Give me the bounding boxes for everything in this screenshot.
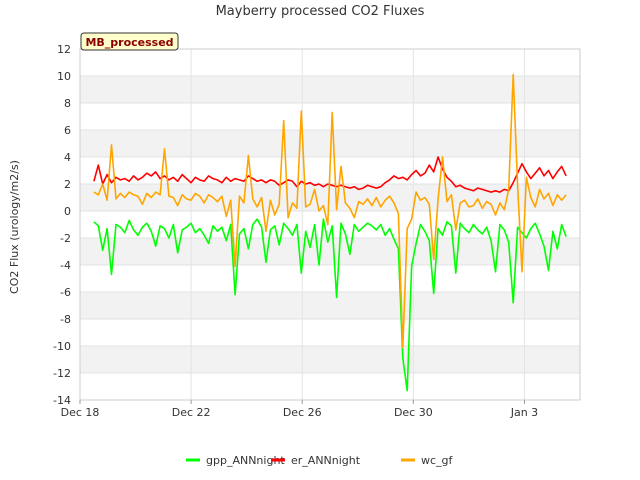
y-tick-label: 10 <box>57 70 71 83</box>
y-tick-label: 2 <box>64 178 71 191</box>
chart-title: Mayberry processed CO2 Fluxes <box>216 4 425 19</box>
y-tick-label: -6 <box>60 286 71 299</box>
y-tick-label: 0 <box>64 205 71 218</box>
y-tick-label: 12 <box>57 43 71 56</box>
x-tick-label: Dec 22 <box>172 406 211 419</box>
series-lines <box>93 73 567 392</box>
series-line-wc-gf <box>93 73 567 349</box>
grid-band <box>80 346 580 373</box>
x-tick-label: Jan 3 <box>510 406 538 419</box>
y-tick-label: -10 <box>53 340 71 353</box>
grid-band <box>80 292 580 319</box>
y-tick-label: 6 <box>64 124 71 137</box>
plot-frame <box>79 48 581 401</box>
plot-background-bands <box>80 76 580 373</box>
x-tick-label: Dec 18 <box>61 406 100 419</box>
y-tick-label: -4 <box>60 259 71 272</box>
y-axis-ticks: -14 -12 -10 -8 -6 -4 -2 0 2 4 6 8 10 12 <box>53 43 71 407</box>
y-axis-label: CO2 Flux (urology/m2/s) <box>8 160 21 294</box>
y-tick-label: -2 <box>60 232 71 245</box>
grid-band <box>80 76 580 103</box>
tag-label: MB_processed <box>85 36 173 49</box>
x-tick-label: Dec 30 <box>394 406 433 419</box>
legend-label: wc_gf <box>421 454 454 467</box>
series-line-gpp-annnight <box>93 218 567 392</box>
x-tick-label: Dec 26 <box>283 406 322 419</box>
y-tick-label: 8 <box>64 97 71 110</box>
x-axis-ticks: Dec 18 Dec 22 Dec 26 Dec 30 Jan 3 <box>61 400 538 419</box>
legend: gpp_ANNnight er_ANNnight wc_gf <box>186 454 454 467</box>
y-tick-label: -12 <box>53 367 71 380</box>
legend-label: gpp_ANNnight <box>206 454 285 467</box>
mb-processed-tag: MB_processed <box>80 32 179 51</box>
legend-label: er_ANNnight <box>291 454 361 467</box>
y-tick-label: -8 <box>60 313 71 326</box>
y-tick-label: 4 <box>64 151 71 164</box>
y-tick-label: -14 <box>53 394 71 407</box>
